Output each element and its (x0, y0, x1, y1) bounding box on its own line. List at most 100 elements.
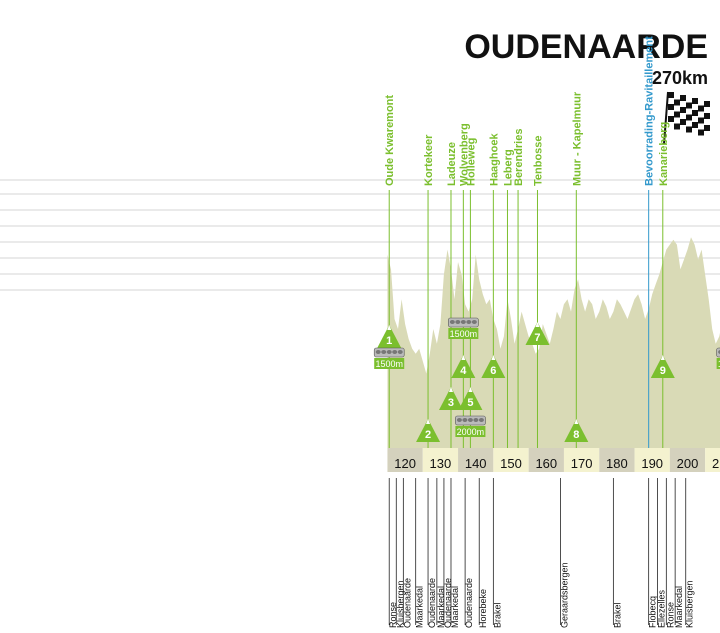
flag-square (680, 119, 686, 125)
flag-square (686, 126, 692, 133)
town-name: Maarkedal (674, 586, 684, 628)
climb-triangle (525, 322, 550, 345)
climb-number: 6 (490, 365, 496, 377)
chart-subtitle: 270km (652, 68, 708, 88)
flag-pole (663, 91, 669, 145)
cobble-stone (467, 418, 473, 422)
x-axis: 1201301401501601701801902002102202302402… (387, 448, 720, 472)
flag-square (704, 101, 710, 107)
climb-name: Wolvenberg (458, 123, 470, 186)
x-tick-label: 210 (712, 456, 720, 471)
cobble-stone (460, 320, 466, 324)
x-tick-label: 170 (571, 456, 593, 471)
cobble-length: 1500m (450, 329, 478, 339)
flag-square (674, 99, 680, 106)
axis-block (458, 448, 494, 472)
flag-square (692, 110, 698, 116)
cobble-stone (456, 418, 462, 422)
cobble-stone (381, 350, 387, 354)
climb-name: Holleweg (465, 138, 477, 186)
climb-name: Leberg (502, 149, 514, 186)
town-name: Horebeke (478, 589, 488, 628)
climb-snowcap (574, 419, 579, 424)
climb-lines: Oude Kwaremont Kortekeer Ladeuze Wolvenberg… (384, 91, 670, 448)
cobble-stone (386, 350, 392, 354)
flag-square (704, 113, 710, 119)
climb-number: 8 (573, 429, 579, 441)
cobble-length-box (716, 358, 720, 369)
town-name: Maarkedal (450, 586, 460, 628)
cobble-stone (375, 350, 381, 354)
x-tick-label: 140 (465, 456, 487, 471)
flag-square (680, 107, 686, 113)
climb-name: Berendries (513, 129, 525, 186)
climb-name: Muur - Kapelmuur (571, 91, 583, 186)
climb-name: Tenbosse (532, 135, 544, 186)
flag-square (680, 95, 686, 101)
climb-snowcap (426, 419, 431, 424)
flag-square (668, 92, 674, 98)
town-name: Brakel (612, 602, 622, 628)
axis-block (705, 448, 720, 472)
flag-square (686, 102, 692, 109)
x-tick-label: 150 (500, 456, 522, 471)
chart-title: OUDENAARDE (464, 28, 708, 66)
elevation-area (387, 237, 720, 448)
flag-square (692, 98, 698, 104)
axis-block (528, 448, 564, 472)
x-tick-label: 200 (677, 456, 699, 471)
cobble-stone (449, 320, 455, 324)
climb-name: Ladeuze (446, 142, 458, 186)
climb-number: 7 (534, 332, 540, 344)
flag-square (704, 125, 710, 131)
climb-triangle (650, 355, 675, 378)
cobble-stone (466, 320, 472, 324)
town-name: Geraardsbergen (559, 562, 569, 628)
cobble-stone (473, 418, 479, 422)
axis-block (493, 448, 529, 472)
flag-square (698, 129, 704, 136)
climb-markers: 12345678910111213141516171500m1500m2000m… (373, 317, 720, 442)
axis-block (422, 448, 459, 472)
town-name: Ellezelles (656, 589, 666, 628)
climb-name: Kortekeer (423, 134, 435, 186)
town-name: Oudenaarde (443, 578, 453, 628)
feed-name: Bevoorrading-Ravitaillement (644, 36, 656, 186)
flag-square (674, 111, 680, 118)
climb-snowcap (535, 322, 540, 327)
x-tick-label: 130 (430, 456, 452, 471)
checkered-flag-icon (663, 91, 710, 145)
climb-snowcap (660, 355, 665, 360)
town-name: Kluisbergen (685, 580, 695, 628)
climb-number: 2 (425, 429, 431, 441)
climb-triangle (438, 387, 463, 410)
climb-snowcap (448, 387, 453, 392)
cobble-stone (397, 350, 403, 354)
town-name: Brakel (492, 602, 502, 628)
climb-snowcap (461, 355, 466, 360)
climb-triangle (377, 325, 402, 348)
cobble-length-box (455, 426, 486, 437)
flag-square (674, 123, 680, 130)
cobble-stone (392, 350, 398, 354)
climb-triangle (416, 419, 441, 442)
climb-snowcap (387, 325, 392, 330)
climb-snowcap (491, 355, 496, 360)
town-name: Kluisbergen (395, 580, 405, 628)
climb-triangle (451, 355, 476, 378)
x-tick-label: 180 (606, 456, 628, 471)
flag-square (692, 122, 698, 128)
cobble-length: 1500m (718, 359, 720, 369)
town-name: Oudenaarde (464, 578, 474, 628)
climb-name: Haaghoek (488, 133, 500, 186)
climb-name: Oude Kwaremont (384, 95, 396, 186)
cobble-stone (471, 320, 477, 324)
climb-triangle (458, 387, 483, 410)
town-name: Maarkedal (436, 586, 446, 628)
climb-number: 9 (660, 365, 666, 377)
flag-square (668, 116, 674, 122)
climb-number: 1 (386, 335, 392, 347)
climb-snowcap (468, 387, 473, 392)
